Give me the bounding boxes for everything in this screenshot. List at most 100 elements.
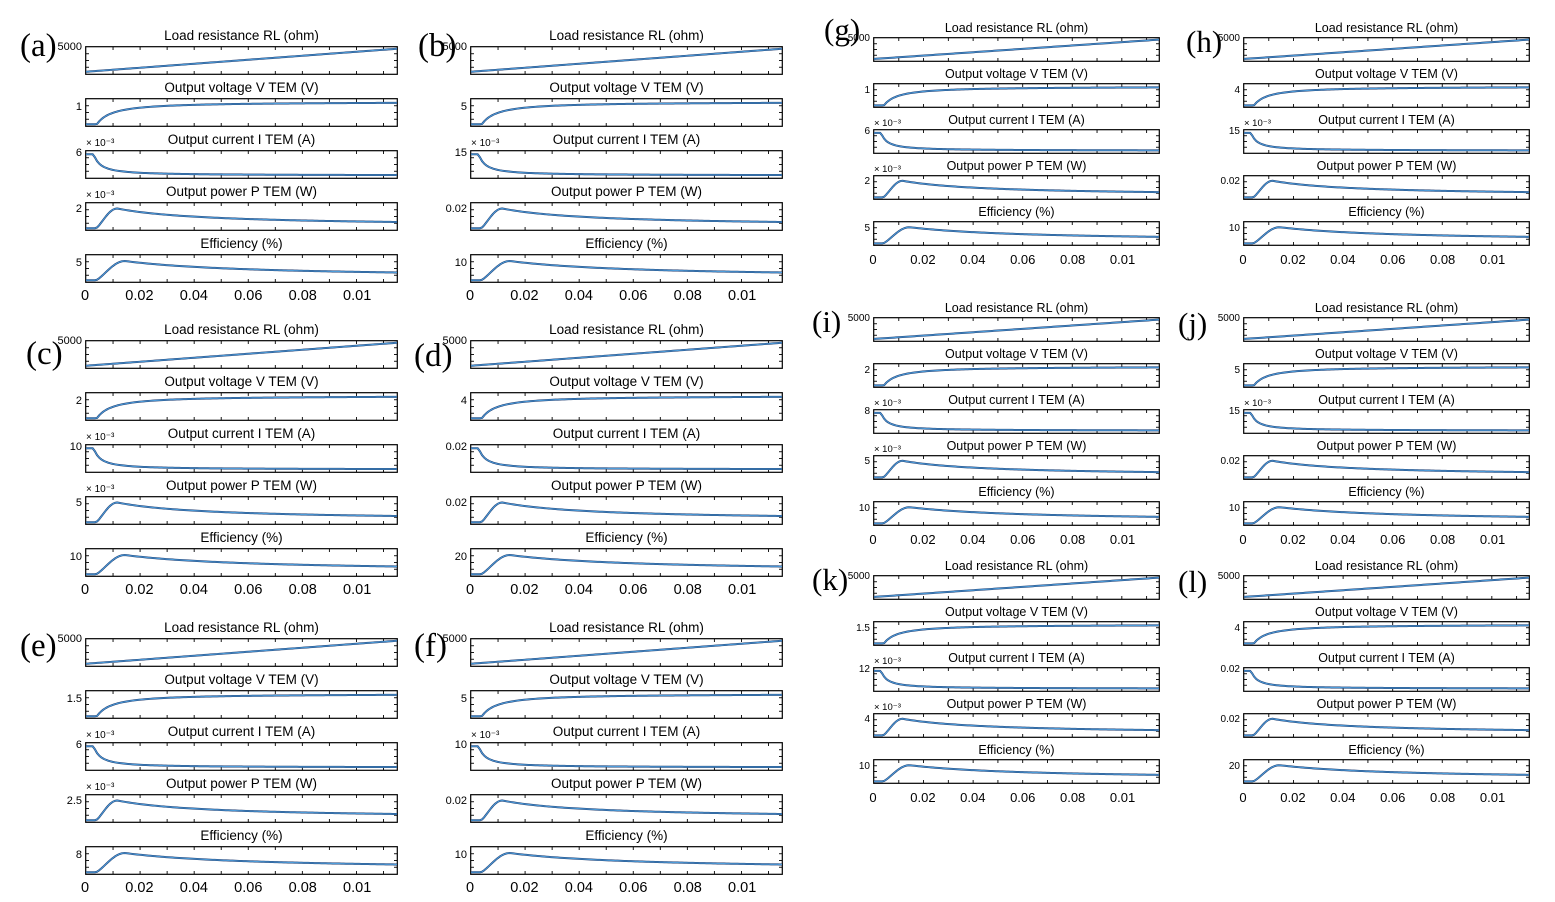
y-tick-label: 4 <box>1234 85 1240 96</box>
axis-ticks <box>86 639 397 666</box>
y-tick-label: 6 <box>864 126 870 137</box>
plot-box: 10 <box>859 759 1160 784</box>
plot-frame <box>470 496 783 525</box>
subplot-title: Output current I TEM (A) <box>167 724 316 739</box>
subplot-title: Load resistance RL (ohm) <box>1314 301 1459 315</box>
panel-l-subplot-1: Output voltage V TEM (V) 4 <box>1234 604 1530 650</box>
subplot-title: Load resistance RL (ohm) <box>164 28 319 43</box>
y-tick-label: 5000 <box>57 633 82 646</box>
x-tick-label: 0.02 <box>125 288 154 304</box>
axis-ticks <box>1244 222 1529 245</box>
x-tick-label: 0 <box>1239 532 1247 547</box>
panel-e-subplot-4: Efficiency (%) 8 <box>76 826 398 878</box>
subplot-title: Output power P TEM (W) <box>550 184 703 199</box>
y-tick-label: 0.02 <box>445 795 467 808</box>
subplot-title: Output voltage V TEM (V) <box>1315 67 1458 81</box>
x-axis-labels: 0 0.02 0.04 0.06 0.08 0.01 <box>1239 530 1530 548</box>
y-tick-label: 15 <box>1228 406 1240 417</box>
plot-box: 5000 <box>58 335 398 369</box>
y-scale-label: × 10⁻³ <box>86 484 115 495</box>
subplot-title: Load resistance RL (ohm) <box>549 322 704 337</box>
x-tick-label: 0 <box>465 288 475 304</box>
plot-canvas <box>1243 455 1530 480</box>
subplot-title: Load resistance RL (ohm) <box>549 620 704 635</box>
y-tick-label: 2.5 <box>66 795 82 808</box>
plot-box: 0.02 <box>446 794 783 823</box>
plot-canvas <box>85 392 398 421</box>
plot-frame <box>1243 317 1530 342</box>
curve-light <box>1244 506 1530 524</box>
plot-frame <box>85 444 398 473</box>
y-tick-label: 10 <box>454 738 467 751</box>
x-tick-label: 0.02 <box>125 880 154 896</box>
curve-light <box>874 624 1160 644</box>
x-tick-label: 0.08 <box>288 288 317 304</box>
axis-ticks <box>1244 176 1529 199</box>
curve-light <box>1243 39 1530 60</box>
y-tick-label: 8 <box>864 406 870 417</box>
plot-frame <box>470 690 783 719</box>
plot-box: 1 <box>864 83 1160 108</box>
x-axis-labels: 0 0.02 0.04 0.06 0.08 0.01 <box>1239 788 1530 806</box>
y-tick-label: 0.02 <box>445 497 467 510</box>
x-tick-label: 0 <box>465 582 475 598</box>
curve-light <box>86 694 398 717</box>
plot-frame <box>85 794 398 823</box>
x-tick-label: 0.06 <box>1380 252 1406 267</box>
plot-canvas <box>873 363 1160 388</box>
plot-canvas <box>85 638 398 667</box>
panel-c-subplot-1: Output voltage V TEM (V) 2 <box>76 372 398 424</box>
x-tick-label: 0.04 <box>564 880 593 896</box>
plot-canvas <box>873 667 1160 692</box>
plot-canvas <box>1243 667 1530 692</box>
y-scale-label: × 10⁻³ <box>1244 397 1271 409</box>
plot-canvas <box>1243 129 1530 154</box>
panel-label-i: (i) <box>812 304 842 339</box>
curve-light <box>471 694 783 717</box>
plot-frame <box>470 150 783 179</box>
panel-l-plots: Load resistance RL (ohm) 5000 Output volta… <box>1218 558 1530 806</box>
x-tick-label: 0.06 <box>1010 790 1036 805</box>
curve-light <box>874 226 1160 244</box>
curve-light <box>1244 718 1530 736</box>
subplot-title: Output current I TEM (A) <box>1318 651 1455 665</box>
panel-f-plots: Load resistance RL (ohm) 5000 Output volta… <box>443 618 783 900</box>
panel-k-subplot-4: Efficiency (%) 10 <box>859 742 1160 788</box>
x-tick-label: 0.02 <box>510 582 539 598</box>
y-scale-label: × 10⁻³ <box>86 730 115 741</box>
panel-j-subplot-2: Output current I TEM (A) 15 × 10⁻³ <box>1229 392 1530 438</box>
plot-frame <box>470 98 783 127</box>
axis-ticks <box>874 456 1159 479</box>
panel-k-plots: Load resistance RL (ohm) 5000 Output volta… <box>848 558 1160 806</box>
plot-box: 4 × 10⁻³ <box>864 702 1160 738</box>
y-tick-label: 2 <box>864 176 870 187</box>
x-tick-label: 0.02 <box>1280 790 1306 805</box>
curve-dark <box>1244 764 1530 783</box>
subplot-title: Efficiency (%) <box>200 236 283 251</box>
x-tick-label: 0 <box>869 790 877 805</box>
plot-canvas <box>470 444 783 473</box>
plot-box: 20 <box>1229 759 1530 784</box>
panel-h-plots: Load resistance RL (ohm) 5000 Output volta… <box>1218 20 1530 268</box>
axis-ticks <box>86 549 397 576</box>
y-tick-label: 10 <box>454 848 467 861</box>
plot-canvas <box>85 794 398 823</box>
curve-light <box>86 208 398 229</box>
plot-canvas <box>1243 83 1530 108</box>
subplot-title: Output power P TEM (W) <box>946 159 1087 173</box>
plot-box: 15 × 10⁻³ <box>455 138 783 179</box>
axis-ticks <box>874 38 1159 61</box>
curve-light <box>874 718 1160 736</box>
curve-light <box>873 39 1160 60</box>
plot-frame <box>1243 501 1530 526</box>
subplot-title: Load resistance RL (ohm) <box>549 28 704 43</box>
plot-frame <box>1243 455 1530 480</box>
axis-ticks <box>471 795 782 822</box>
curve-light <box>85 640 398 665</box>
plot-canvas <box>1243 37 1530 62</box>
axis-ticks <box>874 130 1159 153</box>
plot-canvas <box>470 496 783 525</box>
panel-g-subplot-3: Output power P TEM (W) 2 × 10⁻³ <box>864 158 1160 204</box>
curve-light <box>1244 180 1530 198</box>
plot-frame <box>1243 667 1530 692</box>
